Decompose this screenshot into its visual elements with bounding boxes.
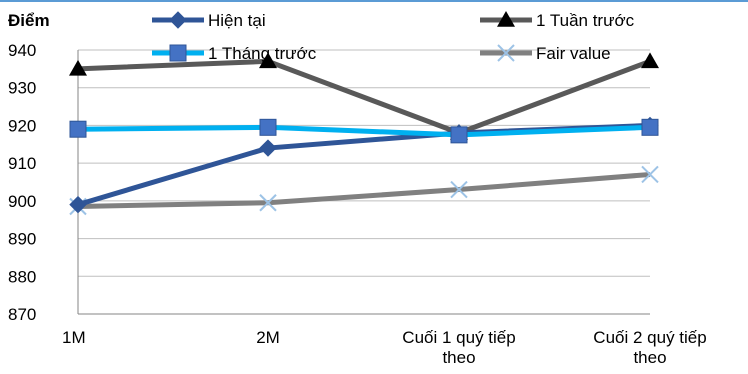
x-tick-label: Cuối 2 quý tiếp theo [593, 328, 706, 367]
x-marker-stroke [641, 165, 659, 184]
x-marker-stroke [450, 180, 468, 199]
y-tick-label: 870 [8, 305, 36, 324]
y-axis-label: Điểm [8, 11, 50, 30]
data-point [259, 118, 277, 136]
data-point [69, 195, 87, 214]
y-tick-label: 880 [8, 267, 36, 286]
data-point [450, 126, 468, 144]
y-tick-label: 910 [8, 154, 36, 173]
x-tick-label: 2M [256, 328, 280, 347]
y-tick-label: 900 [8, 192, 36, 211]
data-point [641, 52, 659, 69]
legend-label: 1 Tháng trước [208, 44, 317, 63]
x-tick-label: 1M [62, 328, 86, 347]
y-tick-label: 930 [8, 79, 36, 98]
top-border [0, 0, 748, 2]
series-line [77, 122, 651, 208]
data-point [259, 139, 277, 157]
series-line [77, 171, 651, 210]
data-point [641, 118, 659, 136]
data-point [450, 180, 468, 199]
legend-marker [169, 44, 187, 62]
legend-marker [169, 11, 187, 29]
y-tick-label: 920 [8, 116, 36, 135]
data-point [641, 165, 659, 184]
series-line [77, 124, 651, 138]
x-tick-label: Cuối 1 quý tiếp theo [402, 328, 515, 367]
legend-marker [497, 44, 515, 62]
data-point [259, 52, 277, 69]
data-point [69, 59, 87, 76]
x-marker-stroke [259, 194, 277, 212]
y-tick-label: 940 [8, 41, 36, 60]
y-tick-label: 890 [8, 230, 36, 249]
legend-label: 1 Tuần trước [536, 11, 635, 30]
legend-label: Fair value [536, 44, 611, 63]
legend-label: Hiện tại [208, 11, 266, 30]
data-point [69, 120, 87, 138]
legend-marker [497, 11, 515, 27]
data-point [259, 194, 277, 212]
series-line [77, 58, 651, 136]
x-marker-stroke [497, 44, 515, 62]
